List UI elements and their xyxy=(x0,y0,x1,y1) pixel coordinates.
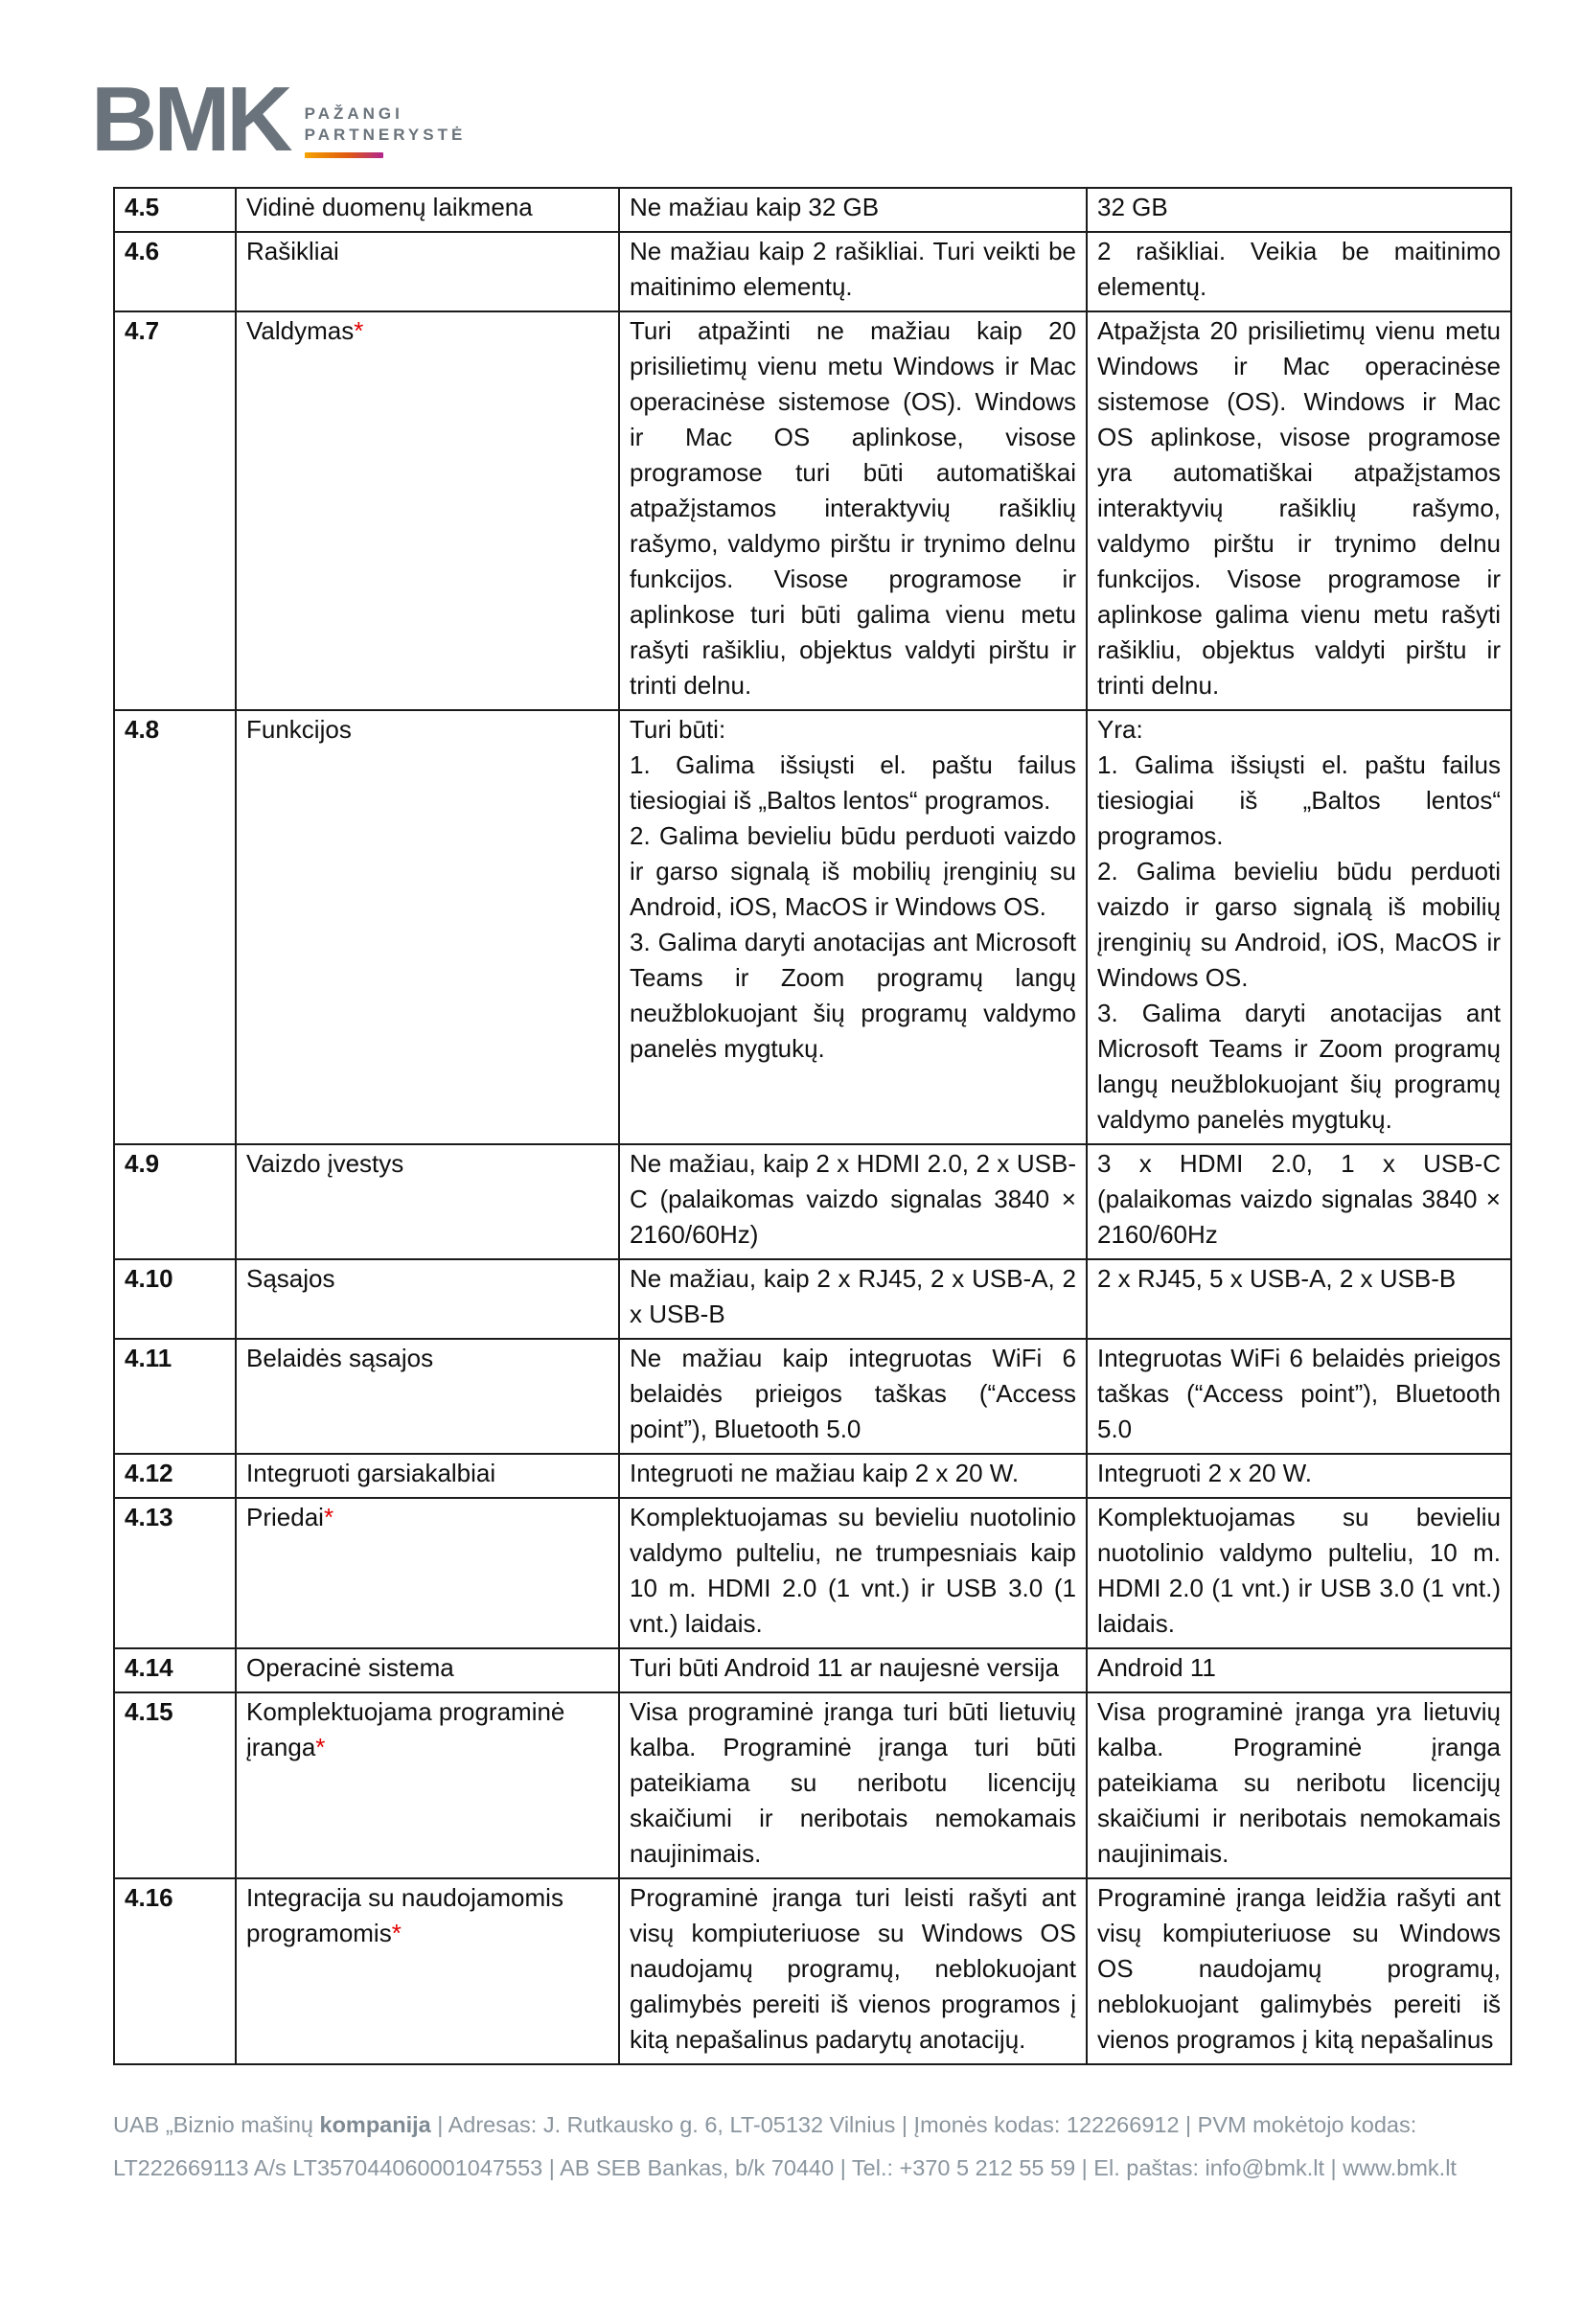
company-logo: BMK PAŽANGI PARTNERYSTĖ xyxy=(91,68,1585,171)
row-name-text: Integruoti garsiakalbiai xyxy=(246,1459,496,1487)
row-name: Valdymas* xyxy=(235,311,620,711)
row-requirement: Integruoti ne mažiau kaip 2 x 20 W. xyxy=(618,1453,1088,1499)
row-offer: Integruotas WiFi 6 belaidės prieigos taš… xyxy=(1086,1338,1512,1455)
row-id: 4.9 xyxy=(113,1143,237,1260)
row-id: 4.6 xyxy=(113,231,237,312)
logo-gradient-bar xyxy=(304,152,383,158)
table-row: 4.6 Rašikliai Ne mažiau kaip 2 rašikliai… xyxy=(113,231,1512,312)
row-id: 4.8 xyxy=(113,709,237,1145)
row-id: 4.12 xyxy=(113,1453,237,1499)
row-requirement: Programinė įranga turi leisti rašyti ant… xyxy=(618,1877,1088,2065)
row-offer: Integruoti 2 x 20 W. xyxy=(1086,1453,1512,1499)
specification-table: 4.5 Vidinė duomenų laikmena Ne mažiau ka… xyxy=(113,187,1512,2065)
footer-company-prefix: UAB „Biznio mašinų xyxy=(113,2112,320,2137)
company-footer: UAB „Biznio mašinų kompanija | Adresas: … xyxy=(113,2104,1508,2190)
table-row: 4.14 Operacinė sistema Turi būti Android… xyxy=(113,1647,1512,1693)
table-row: 4.12 Integruoti garsiakalbiai Integruoti… xyxy=(113,1453,1512,1499)
row-name: Operacinė sistema xyxy=(235,1647,620,1693)
row-offer: 3 x HDMI 2.0, 1 x USB-C (palaikomas vaiz… xyxy=(1086,1143,1512,1260)
row-name-text: Sąsajos xyxy=(246,1264,335,1293)
row-offer: 2 x RJ45, 5 x USB-A, 2 x USB-B xyxy=(1086,1258,1512,1340)
row-name: Integruoti garsiakalbiai xyxy=(235,1453,620,1499)
row-name-text: Funkcijos xyxy=(246,715,352,744)
row-offer: Komplektuojamas su bevieliu nuotolinio v… xyxy=(1086,1497,1512,1649)
row-name-text: Komplektuojama programinė įranga xyxy=(246,1697,565,1761)
footer-line-1: UAB „Biznio mašinų kompanija | Adresas: … xyxy=(113,2104,1508,2147)
row-id: 4.7 xyxy=(113,311,237,711)
table-row: 4.8 Funkcijos Turi būti: 1. Galima išsių… xyxy=(113,709,1512,1145)
row-offer: Atpažįsta 20 prisilietimų vienu metu Win… xyxy=(1086,311,1512,711)
row-offer: 2 rašikliai. Veikia be maitinimo element… xyxy=(1086,231,1512,312)
table-row: 4.13 Priedai* Komplektuojamas su bevieli… xyxy=(113,1497,1512,1649)
required-asterisk: * xyxy=(391,1919,402,1947)
row-requirement: Ne mažiau kaip integruotas WiFi 6 belaid… xyxy=(618,1338,1088,1455)
table-row: 4.10 Sąsajos Ne mažiau, kaip 2 x RJ45, 2… xyxy=(113,1258,1512,1340)
row-name-text: Priedai xyxy=(246,1503,324,1531)
row-requirement: Visa programinė įranga turi būti lietuvi… xyxy=(618,1691,1088,1879)
row-offer: Yra: 1. Galima išsiųsti el. paštu failus… xyxy=(1086,709,1512,1145)
row-id: 4.10 xyxy=(113,1258,237,1340)
table-row: 4.5 Vidinė duomenų laikmena Ne mažiau ka… xyxy=(113,187,1512,233)
row-name: Vidinė duomenų laikmena xyxy=(235,187,620,233)
row-id: 4.11 xyxy=(113,1338,237,1455)
row-name: Belaidės sąsajos xyxy=(235,1338,620,1455)
required-asterisk: * xyxy=(323,1503,334,1531)
logo-tagline: PAŽANGI PARTNERYSTĖ xyxy=(304,104,467,158)
row-id: 4.15 xyxy=(113,1691,237,1879)
row-requirement: Ne mažiau kaip 32 GB xyxy=(618,187,1088,233)
logo-tagline-line2: PARTNERYSTĖ xyxy=(304,126,467,144)
row-requirement: Turi būti Android 11 ar naujesnė versija xyxy=(618,1647,1088,1693)
row-requirement: Turi atpažinti ne mažiau kaip 20 prisili… xyxy=(618,311,1088,711)
row-requirement: Turi būti: 1. Galima išsiųsti el. paštu … xyxy=(618,709,1088,1145)
table-row: 4.15 Komplektuojama programinė įranga* V… xyxy=(113,1691,1512,1879)
row-name: Integracija su naudojamomis programomis* xyxy=(235,1877,620,2065)
row-name: Komplektuojama programinė įranga* xyxy=(235,1691,620,1879)
row-name-text: Vaizdo įvestys xyxy=(246,1149,404,1178)
table-row: 4.16 Integracija su naudojamomis program… xyxy=(113,1877,1512,2065)
row-name: Vaizdo įvestys xyxy=(235,1143,620,1260)
bmk-logo-text: BMK xyxy=(91,68,293,171)
row-offer: Android 11 xyxy=(1086,1647,1512,1693)
row-name-text: Integracija su naudojamomis programomis xyxy=(246,1883,563,1947)
row-offer: Visa programinė įranga yra lietuvių kalb… xyxy=(1086,1691,1512,1879)
row-name-text: Vidinė duomenų laikmena xyxy=(246,193,533,221)
row-name-text: Operacinė sistema xyxy=(246,1653,454,1682)
row-name: Sąsajos xyxy=(235,1258,620,1340)
footer-line-2: LT222669113 A/s LT357044060001047553 | A… xyxy=(113,2155,1457,2180)
row-requirement: Ne mažiau, kaip 2 x RJ45, 2 x USB-A, 2 x… xyxy=(618,1258,1088,1340)
required-asterisk: * xyxy=(315,1733,326,1761)
row-name-text: Belaidės sąsajos xyxy=(246,1344,434,1372)
table-row: 4.9 Vaizdo įvestys Ne mažiau, kaip 2 x H… xyxy=(113,1143,1512,1260)
row-id: 4.16 xyxy=(113,1877,237,2065)
row-requirement: Ne mažiau, kaip 2 x HDMI 2.0, 2 x USB-C … xyxy=(618,1143,1088,1260)
row-offer: 32 GB xyxy=(1086,187,1512,233)
row-name: Priedai* xyxy=(235,1497,620,1649)
table-row: 4.11 Belaidės sąsajos Ne mažiau kaip int… xyxy=(113,1338,1512,1455)
row-id: 4.14 xyxy=(113,1647,237,1693)
row-offer: Programinė įranga leidžia rašyti ant vis… xyxy=(1086,1877,1512,2065)
row-name-text: Valdymas xyxy=(246,316,355,345)
table-row: 4.7 Valdymas* Turi atpažinti ne mažiau k… xyxy=(113,311,1512,711)
row-requirement: Komplektuojamas su bevieliu nuotolinio v… xyxy=(618,1497,1088,1649)
row-id: 4.13 xyxy=(113,1497,237,1649)
row-name: Funkcijos xyxy=(235,709,620,1145)
footer-line1-rest: | Adresas: J. Rutkausko g. 6, LT-05132 V… xyxy=(430,2112,1417,2137)
row-requirement: Ne mažiau kaip 2 rašikliai. Turi veikti … xyxy=(618,231,1088,312)
row-id: 4.5 xyxy=(113,187,237,233)
logo-tagline-line1: PAŽANGI xyxy=(304,104,403,123)
required-asterisk: * xyxy=(354,316,364,345)
row-name-text: Rašikliai xyxy=(246,237,339,265)
footer-company-bold: kompanija xyxy=(319,2112,431,2137)
row-name: Rašikliai xyxy=(235,231,620,312)
